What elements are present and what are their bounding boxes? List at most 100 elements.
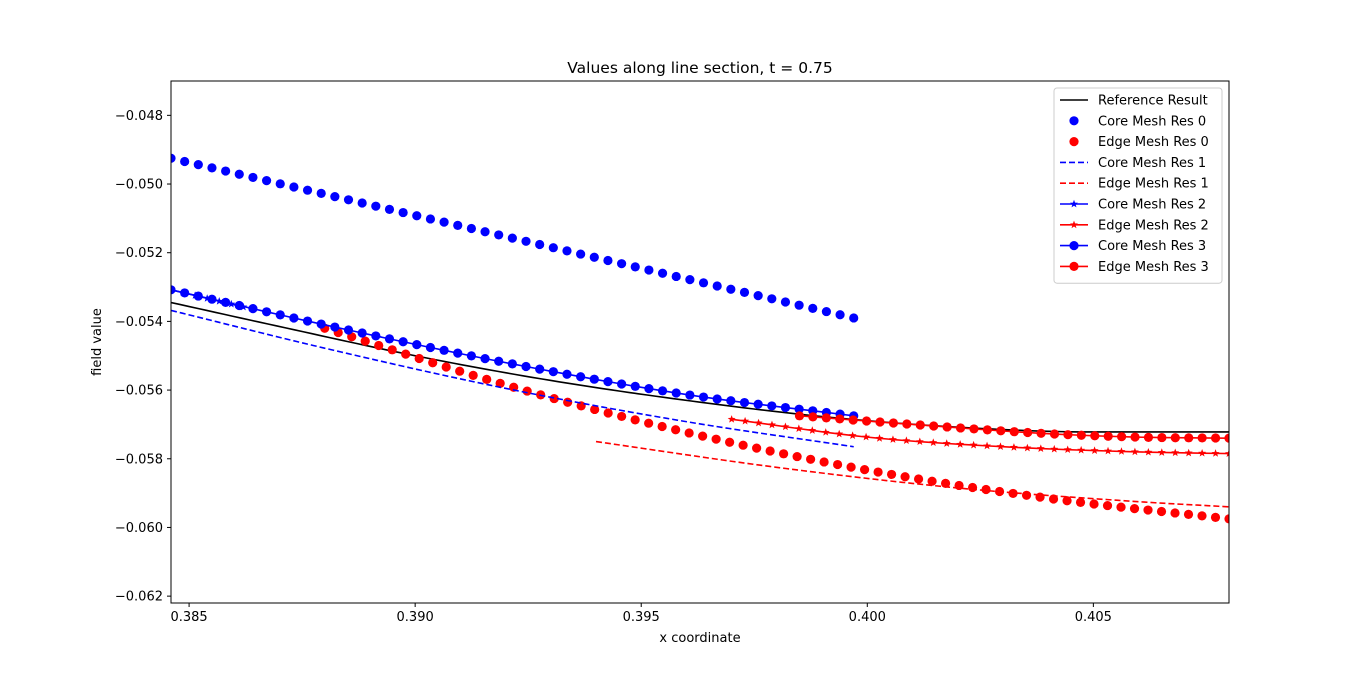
x-tick-label: 0.390 [397, 610, 434, 625]
edge-mesh-res-2-point [1171, 448, 1180, 457]
edge-mesh-res-0-point [1062, 496, 1072, 506]
edge-mesh-res-2-point [794, 424, 803, 433]
edge-mesh-res-0-point [859, 465, 870, 475]
edge-mesh-res-3-point [821, 413, 831, 423]
edge-mesh-res-2-point [1211, 449, 1220, 457]
edge-mesh-res-0-point [738, 440, 748, 450]
edge-mesh-res-2-point [862, 432, 871, 441]
edge-mesh-res-0-point [752, 443, 762, 453]
edge-mesh-res-2-point [1090, 446, 1099, 454]
core-mesh-res-0-point [193, 160, 203, 170]
core-mesh-res-0-point [398, 207, 408, 218]
edge-mesh-res-2-point [1009, 443, 1018, 451]
edge-mesh-res-2-point [1063, 445, 1072, 454]
core-mesh-res-0-point [562, 246, 572, 256]
core-mesh-res-0-point [794, 300, 804, 310]
series-core-mesh-res-3 [171, 285, 859, 421]
core-mesh-res-3-point [234, 300, 244, 311]
core-mesh-res-3-point [685, 390, 695, 400]
edge-mesh-res-2-point [767, 420, 776, 429]
edge-mesh-res-0-point [482, 374, 492, 384]
edge-mesh-res-3-point [1210, 433, 1221, 443]
core-mesh-res-0-point [494, 230, 504, 240]
legend-marker [1070, 199, 1078, 208]
edge-mesh-res-0-point [657, 421, 667, 432]
core-mesh-res-0-point [289, 182, 299, 192]
series-edge-mesh-res-1 [595, 440, 1229, 508]
edge-mesh-res-3-point [861, 416, 872, 426]
core-mesh-res-3-point [521, 361, 531, 372]
edge-mesh-res-3-point [835, 414, 845, 424]
edge-mesh-res-3-point [902, 419, 912, 429]
core-mesh-res-0-point [767, 294, 777, 304]
edge-mesh-res-3-point [1117, 432, 1127, 442]
core-mesh-res-0-point [849, 313, 859, 323]
series-core-mesh-res-1 [171, 309, 854, 448]
edge-mesh-res-2-point [1198, 448, 1207, 457]
edge-mesh-res-0-point [401, 349, 411, 359]
core-mesh-res-0-point [316, 188, 326, 199]
core-mesh-res-3-point [439, 345, 449, 355]
edge-mesh-res-0-point [684, 428, 694, 438]
edge-mesh-res-2-point [754, 418, 763, 427]
edge-mesh-res-2-point [1050, 444, 1059, 453]
edge-mesh-res-3-point [1036, 428, 1046, 438]
core-mesh-res-3-point [453, 348, 463, 358]
edge-mesh-res-0-point [819, 457, 829, 467]
edge-mesh-res-3-point [1184, 433, 1194, 443]
core-mesh-res-0-point [453, 220, 463, 230]
core-mesh-res-3-point [193, 291, 203, 301]
core-mesh-res-3-point [480, 353, 490, 364]
core-mesh-res-3-point [671, 388, 681, 398]
legend-item-core-mesh-res-2: Core Mesh Res 2 [1060, 198, 1206, 213]
core-mesh-res-3-point [698, 392, 709, 402]
edge-mesh-res-3-point [996, 426, 1006, 436]
series-edge-mesh-res-2 [727, 415, 1229, 458]
edge-mesh-res-0-point [495, 378, 505, 388]
core-mesh-res-3-point [589, 374, 599, 384]
core-mesh-res-0-point [343, 195, 354, 205]
legend-label: Core Mesh Res 2 [1098, 198, 1206, 213]
core-mesh-res-0-point [821, 306, 832, 317]
legend-item-edge-mesh-res-3: Edge Mesh Res 3 [1060, 260, 1209, 275]
core-mesh-res-3-point [330, 322, 340, 332]
legend-label: Edge Mesh Res 2 [1098, 218, 1209, 233]
legend-item-edge-mesh-res-0: Edge Mesh Res 0 [1069, 135, 1209, 150]
edge-mesh-res-0-point [698, 431, 708, 441]
core-mesh-res-0-point [425, 214, 436, 224]
core-mesh-res-0-point [808, 303, 818, 313]
edge-mesh-res-0-point [779, 449, 789, 459]
core-mesh-res-0-point [698, 278, 709, 288]
core-mesh-res-0-point [234, 169, 244, 179]
core-mesh-res-0-point [521, 236, 531, 246]
edge-mesh-res-2-point [956, 440, 965, 448]
edge-mesh-res-0-point [671, 425, 681, 435]
core-mesh-res-3-point [371, 331, 381, 341]
edge-mesh-res-0-point [563, 397, 573, 407]
edge-mesh-res-0-point [873, 467, 883, 477]
edge-mesh-res-2-point [929, 438, 938, 446]
edge-mesh-res-0-point [549, 393, 559, 404]
core-mesh-res-3-point [343, 325, 354, 335]
edge-mesh-res-3-point [929, 421, 939, 431]
edge-mesh-res-0-point [1008, 488, 1018, 499]
legend-item-core-mesh-res-0: Core Mesh Res 0 [1069, 114, 1206, 129]
chart-title: Values along line section, t = 0.75 [567, 59, 832, 77]
edge-mesh-res-0-point [1021, 490, 1032, 500]
core-mesh-res-0-point [712, 281, 722, 291]
y-tick-label: −0.056 [115, 384, 163, 399]
y-axis-title: field value [90, 308, 105, 376]
edge-mesh-res-0-point [832, 459, 843, 470]
core-mesh-res-3-point [316, 319, 326, 329]
edge-mesh-res-0-point [711, 434, 721, 444]
edge-mesh-res-0-point [846, 462, 856, 472]
core-mesh-res-3-point [384, 334, 395, 344]
edge-mesh-res-2-point [1130, 447, 1139, 456]
core-mesh-res-3-point [739, 397, 750, 408]
core-mesh-res-0-point [589, 252, 599, 262]
core-mesh-res-0-point [357, 198, 367, 208]
edge-mesh-res-0-point [1129, 503, 1140, 514]
core-mesh-res-0-point [384, 204, 395, 214]
core-mesh-res-0-point [330, 191, 340, 202]
